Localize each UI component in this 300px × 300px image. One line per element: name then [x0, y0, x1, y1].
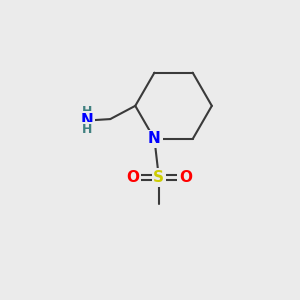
- Text: H: H: [82, 123, 92, 136]
- Text: N: N: [148, 131, 161, 146]
- Text: O: O: [179, 170, 192, 185]
- Text: H: H: [82, 105, 92, 118]
- Text: N: N: [80, 113, 93, 128]
- Text: O: O: [126, 170, 139, 185]
- Text: S: S: [153, 170, 164, 185]
